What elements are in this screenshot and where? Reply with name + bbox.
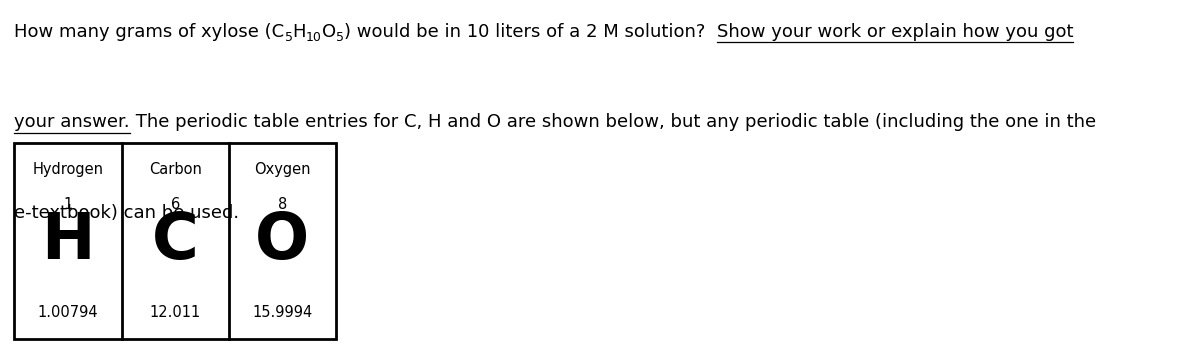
Text: 5: 5 <box>284 31 293 45</box>
Text: 6: 6 <box>170 197 180 212</box>
Text: The periodic table entries for C, H and O are shown below, but any periodic tabl: The periodic table entries for C, H and … <box>130 113 1096 131</box>
Text: O: O <box>322 23 336 40</box>
Text: Carbon: Carbon <box>149 162 202 177</box>
Text: 5: 5 <box>336 31 344 45</box>
Text: Show your work or explain how you got: Show your work or explain how you got <box>716 23 1074 40</box>
Text: Hydrogen: Hydrogen <box>32 162 103 177</box>
Text: 12.011: 12.011 <box>150 305 200 320</box>
Text: O: O <box>256 210 310 272</box>
Text: e-textbook) can be used.: e-textbook) can be used. <box>14 204 240 221</box>
Text: C: C <box>151 210 199 272</box>
Text: 15.9994: 15.9994 <box>252 305 312 320</box>
Text: H: H <box>293 23 306 40</box>
Text: H: H <box>41 210 95 272</box>
Text: 1: 1 <box>64 197 73 212</box>
Text: Oxygen: Oxygen <box>254 162 311 177</box>
FancyBboxPatch shape <box>14 143 336 339</box>
Text: your answer.: your answer. <box>14 113 130 131</box>
Text: ) would be in 10 liters of a 2 M solution?: ) would be in 10 liters of a 2 M solutio… <box>344 23 716 40</box>
Text: 8: 8 <box>277 197 287 212</box>
Text: How many grams of xylose (C: How many grams of xylose (C <box>14 23 284 40</box>
Text: 1.00794: 1.00794 <box>37 305 98 320</box>
Text: 10: 10 <box>306 31 322 45</box>
